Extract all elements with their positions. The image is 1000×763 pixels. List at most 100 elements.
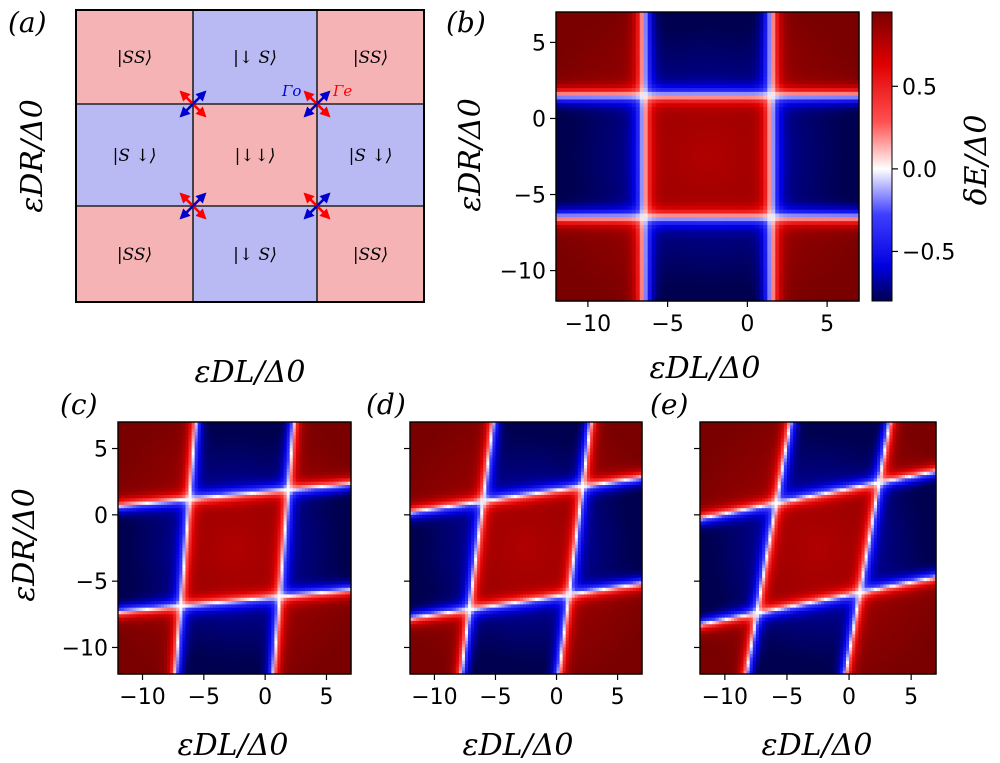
heatmap-cell (576, 255, 581, 259)
heatmap-cell (620, 210, 625, 214)
heatmap-cell (672, 240, 677, 244)
heatmap-cell (775, 191, 780, 195)
heatmap-cell (819, 244, 824, 248)
heatmap-cell (656, 99, 661, 103)
heatmap-cell (783, 187, 788, 191)
heatmap-cell (676, 172, 681, 176)
heatmap-cell (783, 153, 788, 157)
heatmap-cell (803, 168, 808, 172)
heatmap-cell (807, 168, 812, 172)
heatmap-cell (751, 137, 756, 141)
heatmap-cell (727, 229, 732, 233)
heatmap-cell (751, 99, 756, 103)
heatmap-cell (704, 210, 709, 214)
heatmap-cell (711, 88, 716, 92)
heatmap-cell (735, 233, 740, 237)
heatmap-cell (680, 153, 685, 157)
heatmap-cell (711, 164, 716, 168)
heatmap-cell (560, 137, 565, 141)
heatmap-cell (823, 115, 828, 119)
heatmap-cell (755, 168, 760, 172)
heatmap-cell (588, 210, 593, 214)
heatmap-cell (735, 168, 740, 172)
heatmap-cell (847, 157, 852, 161)
heatmap-cell (644, 248, 649, 252)
heatmap-cell (751, 179, 756, 183)
heatmap-cell (632, 233, 637, 237)
heatmap-cell (819, 217, 824, 221)
heatmap-cell (612, 126, 617, 130)
heatmap-cell (680, 217, 685, 221)
heatmap-cell (616, 115, 621, 119)
heatmap-cell (795, 176, 800, 180)
heatmap-cell (696, 103, 701, 107)
heatmap-cell (843, 69, 848, 73)
heatmap-cell (715, 46, 720, 50)
heatmap-cell (827, 80, 832, 84)
heatmap-cell (580, 46, 585, 50)
heatmap-cell (727, 35, 732, 39)
heatmap-cell (723, 145, 728, 149)
heatmap-cell (731, 77, 736, 81)
heatmap-cell (588, 187, 593, 191)
heatmap-cell (612, 214, 617, 218)
heatmap-cell (696, 153, 701, 157)
heatmap-cell (596, 61, 601, 65)
heatmap-cell (767, 39, 772, 43)
heatmap-cell (704, 160, 709, 164)
heatmap-cell (819, 103, 824, 107)
heatmap-cell (847, 233, 852, 237)
heatmap-cell (636, 42, 641, 46)
heatmap-cell (572, 145, 577, 149)
heatmap-cell (668, 107, 673, 111)
heatmap-cell (604, 168, 609, 172)
heatmap-cell (851, 92, 856, 96)
heatmap-cell (696, 225, 701, 229)
heatmap-cell (787, 168, 792, 172)
heatmap-cell (779, 198, 784, 202)
heatmap-cell (616, 172, 621, 176)
heatmap-cell (680, 233, 685, 237)
heatmap-cell (831, 252, 836, 256)
heatmap-cell (656, 198, 661, 202)
heatmap-cell (568, 141, 573, 145)
heatmap-cell (747, 206, 752, 210)
heatmap-cell (783, 16, 788, 20)
heatmap-cell (592, 149, 597, 153)
heatmap-cell (751, 23, 756, 27)
heatmap-cell (803, 225, 808, 229)
heatmap-cell (715, 115, 720, 119)
heatmap-cell (588, 73, 593, 77)
heatmap-cell (608, 84, 613, 88)
heatmap-cell (807, 176, 812, 180)
heatmap-cell (767, 54, 772, 58)
heatmap-cell (588, 46, 593, 50)
heatmap-cell (560, 187, 565, 191)
heatmap-cell (580, 122, 585, 126)
heatmap-cell (735, 50, 740, 54)
heatmap-cell (708, 50, 713, 54)
heatmap-cell (843, 252, 848, 256)
heatmap-cell (596, 179, 601, 183)
heatmap-cell (640, 244, 645, 248)
heatmap-cell (620, 65, 625, 69)
heatmap-cell (807, 187, 812, 191)
heatmap-cell (715, 183, 720, 187)
heatmap-cell (767, 217, 772, 221)
heatmap-cell (743, 244, 748, 248)
heatmap-cell (588, 198, 593, 202)
heatmap-cell (835, 126, 840, 130)
heatmap-cell (811, 137, 816, 141)
heatmap-cell (636, 198, 641, 202)
heatmap-cell (811, 252, 816, 256)
heatmap-cell (644, 214, 649, 218)
heatmap-cell (684, 145, 689, 149)
heatmap-cell (592, 103, 597, 107)
heatmap-cell (648, 39, 653, 43)
heatmap-cell (787, 16, 792, 20)
heatmap-cell (688, 206, 693, 210)
heatmap-cell (568, 80, 573, 84)
heatmap-cell (723, 244, 728, 248)
heatmap-cell (823, 46, 828, 50)
heatmap-cell (596, 122, 601, 126)
